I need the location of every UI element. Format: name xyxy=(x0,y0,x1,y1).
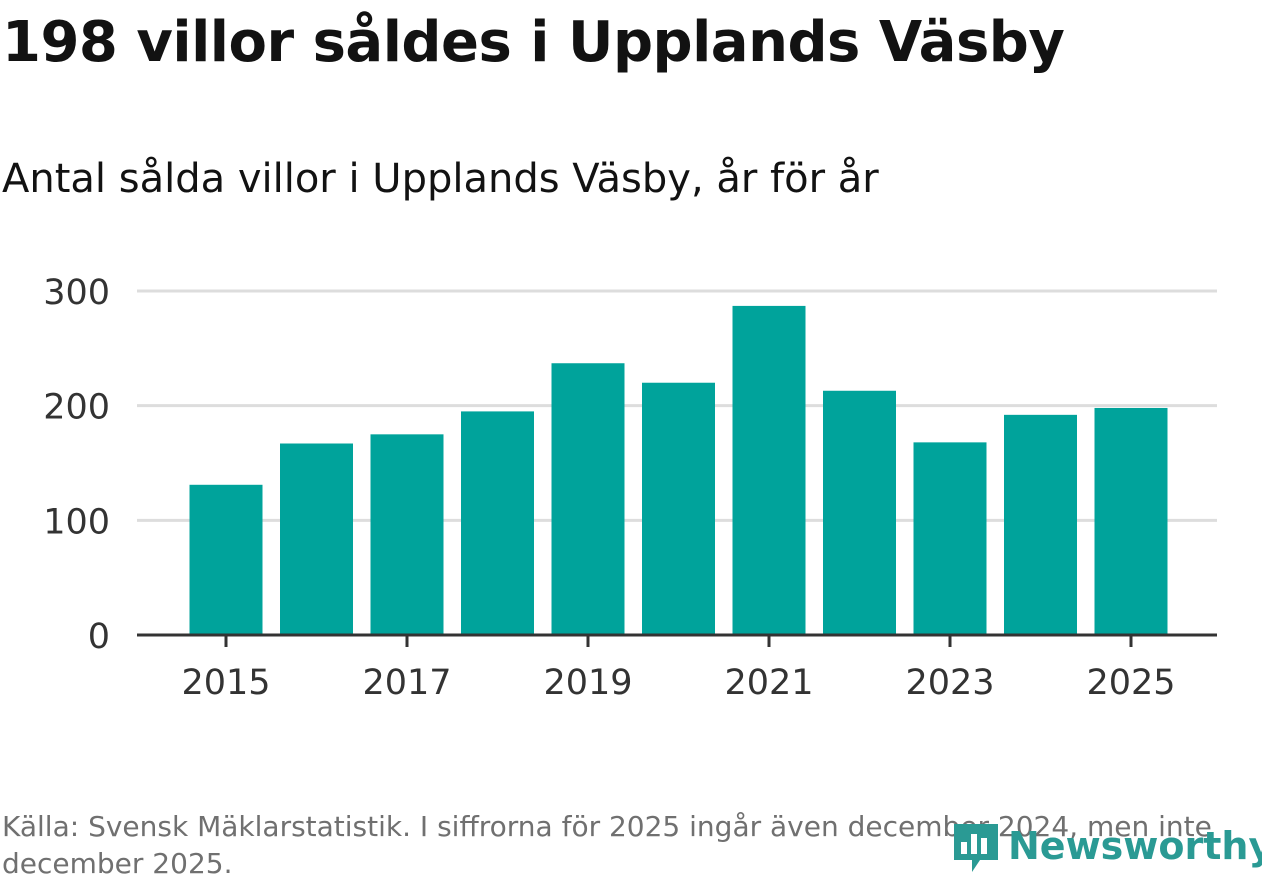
x-tick-label-2021: 2021 xyxy=(724,663,813,703)
bar-2017 xyxy=(370,434,444,635)
bar-2023 xyxy=(913,442,987,635)
chart-title: 198 villor såldes i Upplands Väsby xyxy=(2,10,1065,75)
y-tick-label-300: 300 xyxy=(43,273,110,313)
bar-2024 xyxy=(1004,414,1077,635)
x-tick-label-2015: 2015 xyxy=(181,663,270,703)
bar-2018 xyxy=(461,411,534,635)
x-tick-label-2023: 2023 xyxy=(905,663,994,703)
bar-2021 xyxy=(732,305,806,635)
x-tick-label-2017: 2017 xyxy=(362,663,451,703)
y-tick-label-200: 200 xyxy=(43,388,110,428)
bar-2025 xyxy=(1094,407,1168,635)
source-note: Källa: Svensk Mäklarstatistik. I siffror… xyxy=(2,810,1212,880)
y-tick-label-0: 0 xyxy=(88,617,110,657)
bar-2022 xyxy=(823,390,896,635)
bar-2016 xyxy=(280,443,353,635)
x-tick-label-2019: 2019 xyxy=(543,663,632,703)
newsworthy-logo-icon xyxy=(954,824,998,872)
brand-logo: Newsworthy xyxy=(950,818,1262,874)
bar-2019 xyxy=(551,363,625,635)
chart-subtitle: Antal sålda villor i Upplands Väsby, år … xyxy=(2,156,879,202)
brand-name: Newsworthy xyxy=(1008,824,1262,868)
y-tick-label-100: 100 xyxy=(43,502,110,542)
bar-2020 xyxy=(642,382,715,635)
bar-2015 xyxy=(189,484,263,635)
x-tick-label-2025: 2025 xyxy=(1086,663,1175,703)
